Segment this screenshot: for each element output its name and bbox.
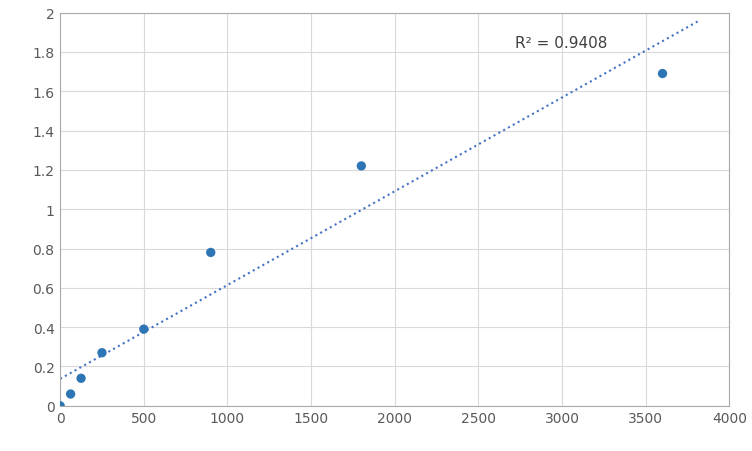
Text: R² = 0.9408: R² = 0.9408 — [515, 36, 608, 51]
Point — [65, 391, 77, 398]
Point — [96, 350, 108, 357]
Point — [138, 326, 150, 333]
Point — [54, 402, 66, 410]
Point — [205, 249, 217, 257]
Point — [75, 375, 87, 382]
Point — [656, 71, 669, 78]
Point — [355, 163, 367, 170]
